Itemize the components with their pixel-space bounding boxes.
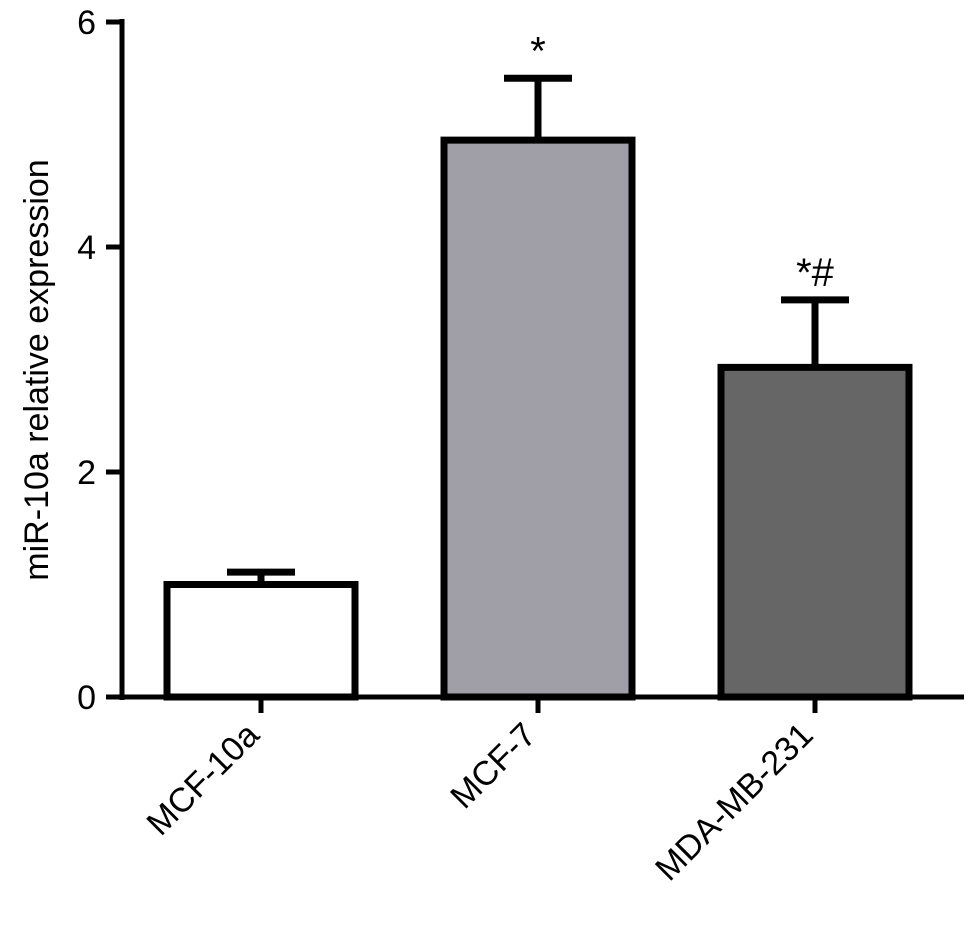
x-tick-label: MCF-7: [443, 716, 543, 816]
significance-annotations: * *#: [530, 29, 834, 295]
bars: [163, 136, 913, 701]
error-bars: [227, 74, 849, 585]
bar: [717, 363, 913, 701]
x-tick-label: MCF-10a: [140, 716, 267, 843]
bar: [440, 136, 636, 701]
y-tick-label: 6: [77, 4, 96, 42]
y-axis-label: miR-10a relative expression: [18, 159, 56, 580]
y-tick-label: 4: [77, 229, 96, 267]
y-tick-label: 0: [77, 679, 96, 717]
x-tick-label: MDA-MB-231: [648, 716, 820, 888]
significance-marker: *: [530, 29, 546, 73]
significance-marker: *#: [796, 251, 835, 295]
y-tick-label: 2: [77, 454, 96, 492]
bar: [163, 581, 359, 701]
